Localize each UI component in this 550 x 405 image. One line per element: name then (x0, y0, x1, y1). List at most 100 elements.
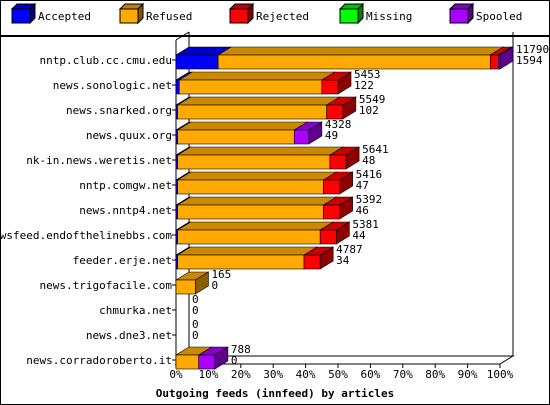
legend-swatch (339, 8, 359, 24)
bar-side (308, 121, 323, 145)
bar-side (195, 271, 209, 295)
y-tick-label: news.corradoroberto.it (26, 354, 172, 367)
data-label-total: 5381 (352, 218, 379, 231)
bar-segment (178, 79, 323, 95)
data-label-secondary: 34 (336, 254, 350, 267)
legend-label: Rejected (256, 10, 309, 23)
data-label-secondary: 48 (362, 154, 375, 167)
y-tick-label: feeder.erje.net (73, 254, 172, 267)
y-tick-label: news.trigofacile.com (40, 279, 173, 292)
data-label-total: 5453 (354, 68, 381, 81)
axes: 0% 10% 20% 30% 40% 50% 60% 70% 80% 90% 100% nntp.cl… (0, 54, 514, 381)
data-label-secondary: 0 (192, 304, 199, 317)
x-tick-label: 0% (169, 368, 183, 381)
legend-label: Spooled (476, 10, 522, 23)
data-label-total: 11790 (516, 43, 549, 56)
bar-side (339, 171, 353, 195)
x-tick-label: 50% (328, 368, 348, 381)
legend-label: Refused (146, 10, 192, 23)
data-label-secondary: 102 (359, 104, 379, 117)
data-label-secondary: 47 (356, 179, 369, 192)
bar-segment (293, 129, 310, 145)
bar-side (345, 146, 360, 170)
data-label-secondary: 0 (231, 354, 238, 367)
bar-segment (177, 129, 295, 145)
data-label-total: 788 (231, 343, 251, 356)
bar-segment (175, 279, 196, 295)
y-tick-label: news.quux.org (86, 129, 172, 142)
bar-segment (177, 104, 327, 120)
bar-segment (329, 154, 347, 170)
y-tick-label: newsfeed.endofthelinebbs.com (0, 229, 172, 242)
x-tick-label: 80% (425, 368, 445, 381)
bar-side (339, 196, 353, 220)
x-tick-label: 10% (198, 368, 218, 381)
data-label-total: 4787 (336, 243, 363, 256)
bar-segment (177, 229, 321, 245)
data-label-secondary: 46 (356, 204, 369, 217)
bar-segment (489, 54, 499, 70)
bar-segment (217, 54, 491, 70)
bars (174, 46, 515, 370)
data-label-secondary: 0 (211, 279, 218, 292)
x-tick-label: 70% (393, 368, 413, 381)
data-label-total: 5392 (356, 193, 383, 206)
data-label-secondary: 49 (325, 129, 338, 142)
bar-segment (175, 79, 180, 95)
bar-side (337, 71, 352, 95)
bar-segment (323, 179, 340, 195)
bar-segment-top (176, 171, 338, 181)
data-label-secondary: 0 (192, 329, 199, 342)
bar-segment-top (178, 71, 336, 81)
bar-segment-top (176, 121, 309, 131)
x-tick-label: 40% (296, 368, 316, 381)
data-labels: 1179015945453122554910243284956414854164… (192, 43, 549, 367)
bar-segment (321, 79, 339, 95)
bar-segment (177, 254, 305, 270)
bar-segment-top (217, 46, 505, 56)
legend-label: Missing (366, 10, 412, 23)
bar-side (342, 96, 357, 120)
y-tick-label: chmurka.net (99, 304, 172, 317)
data-label-total: 5641 (362, 143, 389, 156)
bar-side (319, 246, 334, 270)
y-tick-label: news.snarked.org (66, 104, 172, 117)
y-tick-label: news.dne3.net (86, 329, 172, 342)
data-label-secondary: 44 (352, 229, 366, 242)
bar-segment (303, 254, 321, 270)
y-tick-label: news.nntp4.net (79, 204, 172, 217)
data-label-total: 0 (192, 293, 199, 306)
bar-segment (177, 179, 324, 195)
y-tick-label: nntp.comgw.net (79, 179, 172, 192)
bar-side (336, 221, 350, 245)
legend-swatch (11, 8, 31, 24)
bar-side (214, 346, 229, 370)
x-tick-label: 90% (458, 368, 478, 381)
legend-swatch (229, 8, 249, 24)
legend-swatch (449, 8, 469, 24)
x-tick-label: 100% (487, 368, 514, 381)
legend-label: Accepted (38, 10, 91, 23)
data-label-total: 0 (192, 318, 199, 331)
bar-segment (319, 229, 337, 245)
data-label-total: 4328 (325, 118, 352, 131)
y-tick-label: nk-in.news.weretis.net (26, 154, 172, 167)
bar-segment (175, 54, 219, 70)
legend: Accepted Refused Rejected Missing Spooled (0, 0, 550, 36)
y-tick-label: news.sonologic.net (53, 79, 172, 92)
bar-segment-top (176, 246, 319, 256)
y-tick-label: nntp.club.cc.cmu.edu (40, 54, 172, 67)
bar-segment (175, 354, 199, 370)
data-label-secondary: 1594 (516, 54, 543, 67)
x-axis-title: Outgoing feeds (innfeed) by articles (156, 387, 394, 400)
bar-segment-top (176, 221, 335, 231)
x-tick-label: 20% (231, 368, 251, 381)
legend-swatch (119, 8, 139, 24)
data-label-total: 5416 (356, 168, 383, 181)
data-label-total: 165 (211, 268, 231, 281)
bar-segment (198, 354, 216, 370)
bar-segment (326, 104, 344, 120)
x-tick-label: 30% (263, 368, 283, 381)
